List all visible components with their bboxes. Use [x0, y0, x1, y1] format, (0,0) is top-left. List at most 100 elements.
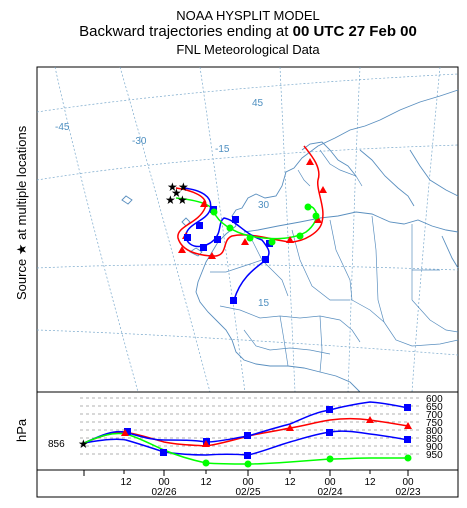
- island-azores: [121, 195, 133, 205]
- red-triangle-marker: [202, 440, 210, 447]
- blue-square-marker: [262, 256, 269, 263]
- profile-markers: [121, 404, 412, 468]
- coastline-red-sea: [441, 235, 459, 269]
- border: [291, 229, 350, 301]
- time-tick-label: 00: [158, 477, 170, 488]
- title-prefix: Backward trajectories ending at: [79, 23, 293, 40]
- border: [319, 149, 363, 187]
- border: [351, 299, 385, 323]
- island-canaries: [189, 247, 203, 257]
- island-madeira: [181, 217, 191, 227]
- red-triangle-marker: [314, 216, 322, 223]
- graticule-label: 30: [258, 200, 270, 211]
- green-circle-marker: [202, 459, 210, 467]
- time-tick-label: 00: [324, 477, 336, 488]
- source-star-icon: ★: [167, 180, 178, 194]
- border: [297, 169, 311, 187]
- pressure-level-label: 950: [426, 450, 443, 461]
- blue-square-marker: [244, 452, 251, 459]
- border: [210, 259, 263, 273]
- green-circle-marker: [304, 203, 312, 211]
- blue-square-marker: [326, 406, 333, 413]
- red-triangle-marker: [306, 158, 314, 165]
- date-label: 02/26: [151, 487, 176, 498]
- red-triangle-marker: [366, 416, 374, 423]
- red-triangle-marker: [319, 186, 327, 193]
- border: [319, 315, 323, 373]
- date-label: 02/24: [317, 487, 342, 498]
- trajectory-markers: [178, 158, 327, 304]
- title-line-3: FNL Meteorological Data: [176, 42, 320, 57]
- red-triangle-marker: [121, 429, 129, 436]
- time-tick-label: 00: [402, 477, 414, 488]
- start-pressure-label: 856: [48, 439, 65, 450]
- green-circle-marker: [326, 455, 334, 463]
- red-triangle-marker: [200, 200, 208, 207]
- blue-square-marker: [404, 404, 411, 411]
- date-label: 02/25: [235, 487, 260, 498]
- blue-square-marker: [244, 432, 251, 439]
- green-circle-marker: [404, 454, 412, 462]
- blue-square-marker: [232, 216, 239, 223]
- source-star-icon: ★: [165, 193, 176, 207]
- meridian-line: [119, 66, 211, 393]
- parallel-line: [36, 73, 459, 113]
- meridian-line: [199, 66, 246, 393]
- blue-square-marker: [160, 449, 167, 456]
- pressure-level-label: 750: [426, 418, 443, 429]
- source-stars: ★ ★ ★ ★ ★: [165, 180, 189, 207]
- time-tick-label: 00: [242, 477, 254, 488]
- meridian-line: [279, 66, 296, 393]
- meridian-line: [347, 66, 361, 393]
- coastlines: [121, 89, 459, 393]
- blue-square-marker: [200, 244, 207, 251]
- coastline-west-africa: [195, 225, 361, 393]
- red-triangle-marker: [286, 424, 294, 431]
- border: [411, 299, 459, 333]
- green-circle-marker: [312, 212, 320, 220]
- meridian-line: [54, 66, 139, 393]
- pressure-level-label: 650: [426, 402, 443, 413]
- coastline-balkans: [409, 149, 459, 197]
- pressure-level-label: 600: [426, 394, 443, 405]
- green-circle-marker: [268, 238, 276, 246]
- blue-square-marker: [124, 428, 131, 435]
- source-star-icon: ★: [171, 186, 182, 200]
- parallel-line: [36, 264, 459, 271]
- title-line-2: Backward trajectories ending at 00 UTC 2…: [38, 23, 458, 40]
- time-tick-label: 12: [284, 477, 296, 488]
- red-triangle-marker: [404, 422, 412, 429]
- title-date: 00 UTC 27 Feb 00: [292, 23, 417, 40]
- graticule: [36, 66, 459, 393]
- graticule-label: -45: [55, 122, 70, 133]
- coastline-italy: [359, 149, 415, 207]
- source-star-icon: ★: [177, 193, 188, 207]
- green-circle-marker: [246, 234, 254, 242]
- meridian-line: [411, 66, 441, 393]
- border: [249, 235, 289, 297]
- parallel-line: [36, 329, 459, 356]
- blue-square-marker: [184, 234, 191, 241]
- red-triangle-marker: [178, 246, 186, 253]
- coastline-france: [301, 141, 357, 177]
- pressure-level-label: 900: [426, 442, 443, 453]
- graticule-label: 45: [252, 98, 264, 109]
- border: [371, 215, 385, 323]
- time-tick-label: 12: [200, 477, 212, 488]
- border: [383, 321, 459, 347]
- border: [219, 305, 361, 343]
- coastline-north-africa: [243, 211, 459, 233]
- red-triangle-marker: [241, 238, 249, 245]
- time-tick-label: 12: [364, 477, 376, 488]
- border: [243, 329, 331, 355]
- blue-square-marker: [230, 297, 237, 304]
- profile-source-star-icon: ★: [78, 437, 89, 451]
- country-borders: [210, 149, 459, 373]
- red-triangle-marker: [286, 236, 294, 243]
- title-line-1: NOAA HYSPLIT MODEL: [176, 8, 320, 23]
- green-circle-marker: [210, 208, 218, 216]
- blue-square-marker: [326, 429, 333, 436]
- green-circle-marker: [226, 224, 234, 232]
- trajectory-red: [175, 145, 324, 257]
